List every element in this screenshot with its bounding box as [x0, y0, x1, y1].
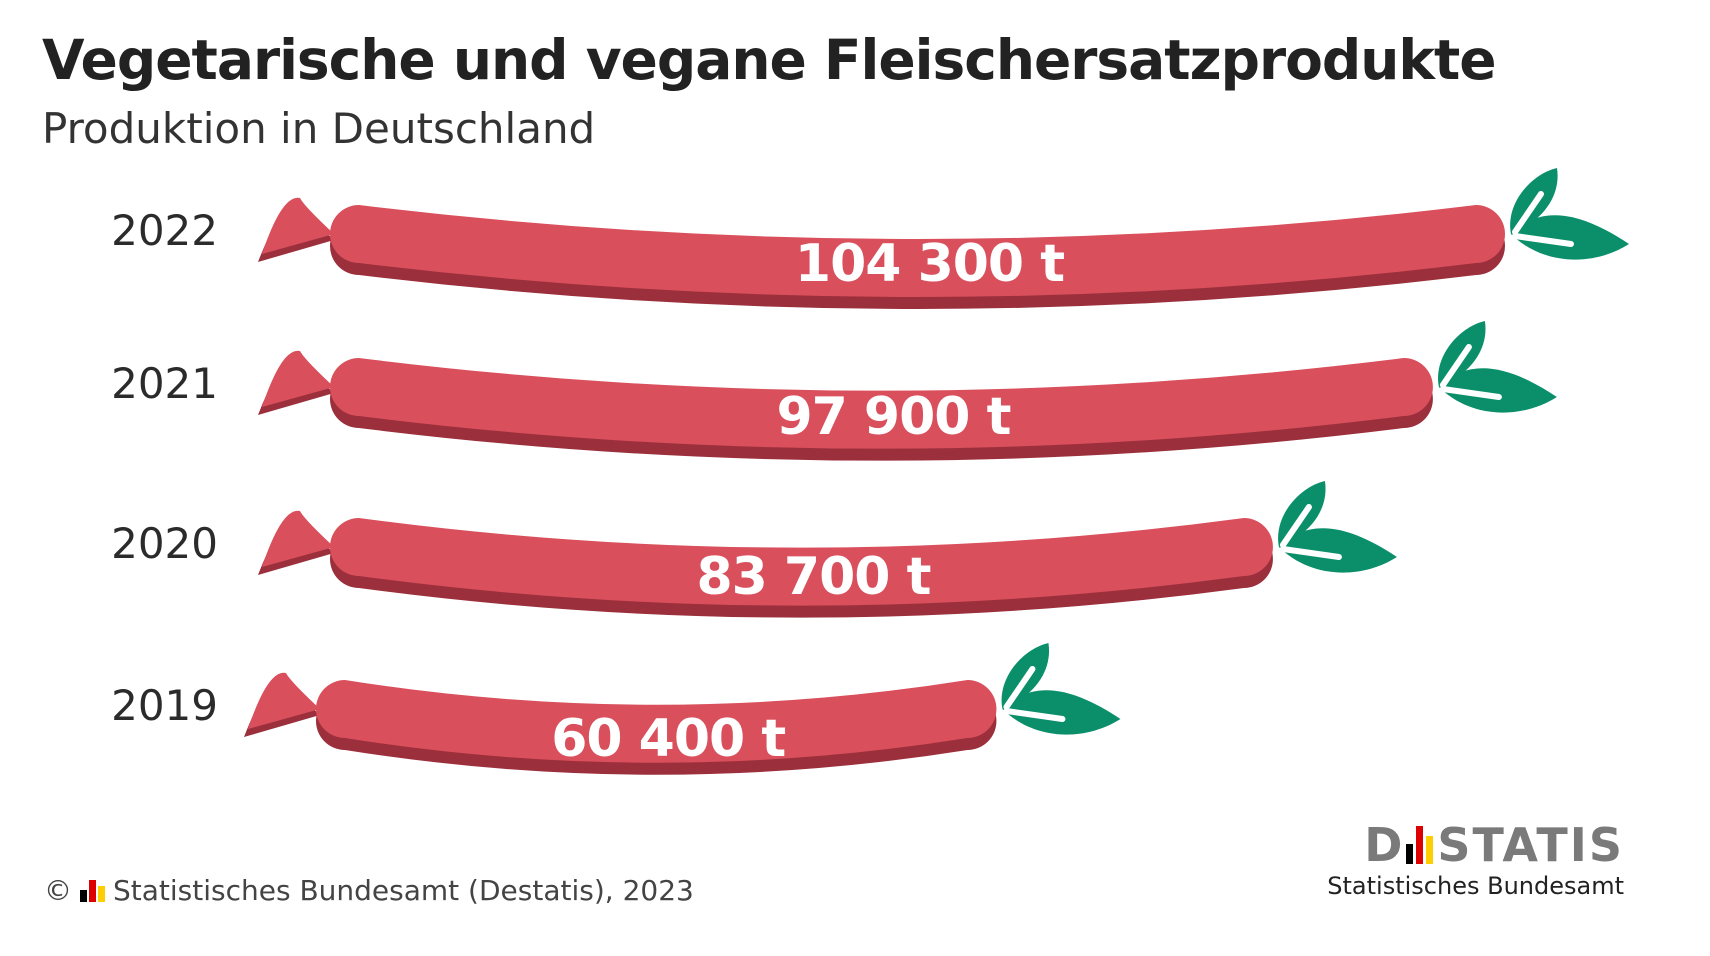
sausage-bar-2021: 2021 97 900 t: [111, 321, 1557, 461]
value-label-2021: 97 900 t: [776, 387, 1010, 447]
logo-bars-icon: [1406, 826, 1434, 864]
source-note: © Statistisches Bundesamt (Destatis), 20…: [44, 874, 694, 907]
sausage-bar-2019: 2019 60 400 t: [111, 643, 1121, 775]
sausage-body-2019: [316, 680, 997, 763]
sausage-body-2020: [330, 518, 1273, 606]
logo-wordmark: D STATIS: [1327, 822, 1624, 868]
year-label-2021: 2021: [111, 359, 218, 408]
leaf-icon-2020: [1278, 481, 1397, 573]
value-label-2019: 60 400 t: [551, 709, 785, 769]
logo-word-left: D: [1364, 818, 1405, 872]
year-label-2019: 2019: [111, 681, 218, 730]
sausage-body-2021: [330, 358, 1433, 449]
sausage-bar-2020: 2020 83 700 t: [111, 481, 1397, 618]
sausage-knot-2021: [262, 350, 334, 407]
leaf-icon-2019: [1001, 643, 1121, 735]
leaf-icon-2022: [1510, 168, 1629, 260]
sausage-body-2022: [330, 205, 1505, 297]
logo-word-right: STATIS: [1437, 818, 1624, 872]
chart-title: Vegetarische und vegane Fleischersatzpro…: [42, 28, 1497, 92]
year-label-2020: 2020: [111, 519, 218, 568]
logo-subtitle: Statistisches Bundesamt: [1327, 872, 1624, 900]
source-text: Statistisches Bundesamt (Destatis), 2023: [113, 874, 694, 907]
value-label-2020: 83 700 t: [696, 547, 930, 607]
value-label-2022: 104 300 t: [795, 234, 1064, 294]
leaf-icon-2021: [1438, 321, 1557, 413]
chart-subtitle: Produktion in Deutschland: [42, 104, 596, 153]
destatis-flag-icon: [80, 879, 105, 902]
sausage-knot-2022: [262, 197, 334, 254]
year-label-2022: 2022: [111, 206, 218, 255]
sausage-knot-2019: [248, 672, 320, 729]
sausage-bar-2022: 2022 104 300 t: [111, 168, 1629, 309]
copyright-symbol: ©: [44, 874, 72, 907]
destatis-logo: D STATIS Statistisches Bundesamt: [1327, 822, 1624, 900]
sausage-knot-2020: [262, 510, 334, 567]
